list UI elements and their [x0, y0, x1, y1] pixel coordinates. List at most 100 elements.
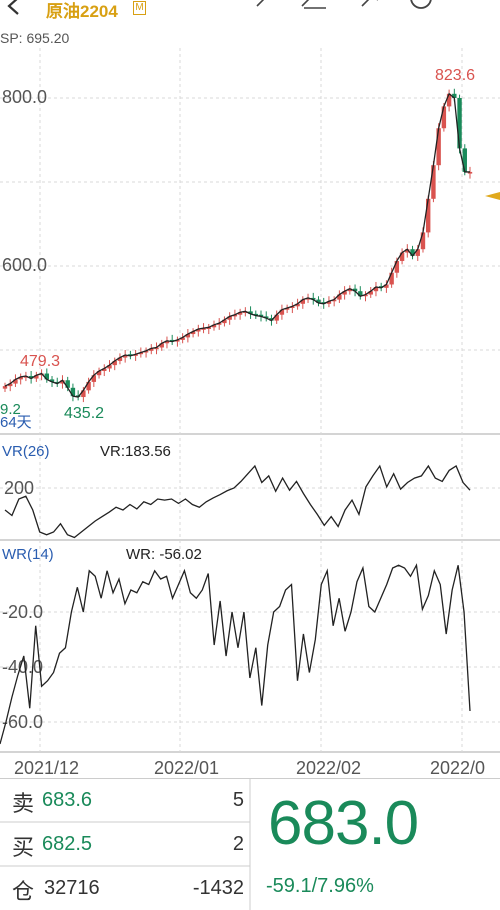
quote-grid [0, 778, 500, 910]
buy-row: 买 682.5 2 [0, 822, 250, 865]
candle-body [274, 314, 279, 321]
candle-body [363, 294, 368, 297]
candle-body [467, 171, 473, 174]
candle-body [452, 93, 457, 98]
candle-body [243, 311, 248, 314]
candle-body [295, 303, 300, 307]
moving-average-line [4, 92, 470, 398]
candle-body [70, 387, 76, 397]
candle-body [347, 288, 353, 292]
candle-body [117, 357, 123, 361]
candle-body [373, 287, 379, 292]
open-interest-value: 32716 [44, 877, 100, 899]
candle-body [394, 260, 400, 273]
open-interest-row: 仓 32716 -1432 [0, 866, 250, 909]
candle-body [410, 249, 415, 256]
candle-body [143, 350, 149, 353]
sell-price: 683.6 [42, 789, 93, 811]
y-tick-label: -20.0 [2, 602, 43, 622]
candle-body [201, 328, 206, 330]
sell-label: 卖 [12, 791, 35, 816]
candle-body [96, 371, 102, 376]
candle-body [237, 312, 243, 315]
main-contract-badge: M [133, 1, 146, 15]
candle-body [138, 352, 144, 355]
candle-body [222, 319, 227, 324]
candle-body [253, 313, 258, 316]
candle-body [384, 284, 389, 288]
candle-body [8, 383, 13, 387]
candle-body [316, 299, 321, 303]
settlement-price: SP: 695.20 [0, 30, 70, 46]
candle-body [342, 291, 347, 295]
candle-body [206, 327, 211, 329]
candle-body [462, 148, 467, 172]
candle-body [190, 331, 196, 335]
candle-body [122, 355, 128, 358]
candle-body [44, 373, 49, 380]
instrument-name[interactable]: 原油2204 [46, 2, 118, 21]
candle-body [91, 375, 97, 382]
drawing-tools-icon[interactable] [300, 0, 328, 10]
high-price-label: 823.6 [435, 67, 475, 84]
left-price-label: 479.3 [20, 353, 60, 370]
candle-body [13, 379, 18, 384]
candle-body [28, 376, 34, 379]
candle-body [112, 360, 117, 366]
candle-body [264, 316, 269, 319]
candle-body [290, 306, 295, 308]
candle-body [305, 297, 311, 300]
candle-body [107, 365, 112, 369]
candle-body [232, 314, 238, 317]
y-tick-label: -60.0 [2, 712, 43, 732]
settings-icon[interactable] [358, 0, 382, 10]
candle-body [180, 337, 185, 340]
candle-body [331, 299, 337, 302]
low-price-label: 435.2 [64, 405, 104, 422]
candle-body [378, 286, 384, 288]
candle-body [102, 368, 107, 371]
last-price-marker [485, 192, 500, 200]
candle-body [196, 329, 201, 332]
candle-body [81, 390, 86, 398]
candle-body [389, 272, 394, 285]
candle-body [34, 375, 39, 379]
candle-body [258, 314, 264, 317]
candle-body [211, 324, 217, 328]
candle-body [86, 381, 91, 391]
candle-body [284, 308, 290, 310]
draw-pen-icon[interactable] [254, 0, 276, 10]
price-change: -59.1/7.96% [266, 875, 374, 897]
candle-body [2, 386, 8, 389]
wr-title: WR(14) [2, 546, 54, 563]
x-tick-label: 2021/12 [14, 758, 79, 778]
candle-body [65, 380, 70, 388]
candle-body [326, 301, 332, 304]
y-tick-label: 800.0 [2, 87, 47, 107]
candle-body [154, 347, 159, 350]
candle-body [368, 291, 373, 295]
x-tick-label: 2022/01 [154, 758, 219, 778]
candle-body [279, 309, 285, 315]
candle-body [159, 343, 164, 348]
candle-body [446, 93, 452, 107]
refresh-icon[interactable] [408, 0, 434, 10]
last-price: 683.0 [268, 789, 419, 858]
buy-price: 682.5 [42, 833, 93, 855]
x-tick-label: 2022/0 [430, 758, 485, 778]
open-interest-label: 仓 [12, 879, 35, 904]
candle-body [337, 294, 342, 300]
candle-body [420, 232, 426, 250]
buy-label: 买 [12, 835, 35, 860]
candle-body [175, 339, 180, 342]
y-tick-label: 600.0 [2, 255, 47, 275]
candle-body [436, 128, 441, 166]
candle-body [248, 311, 253, 314]
vr-title: VR(26) [2, 443, 50, 460]
candle-body [128, 354, 133, 356]
wr-line [0, 563, 471, 745]
x-tick-label: 2022/02 [296, 758, 361, 778]
candle-body [321, 302, 326, 304]
back-arrow-icon[interactable] [4, 0, 26, 16]
